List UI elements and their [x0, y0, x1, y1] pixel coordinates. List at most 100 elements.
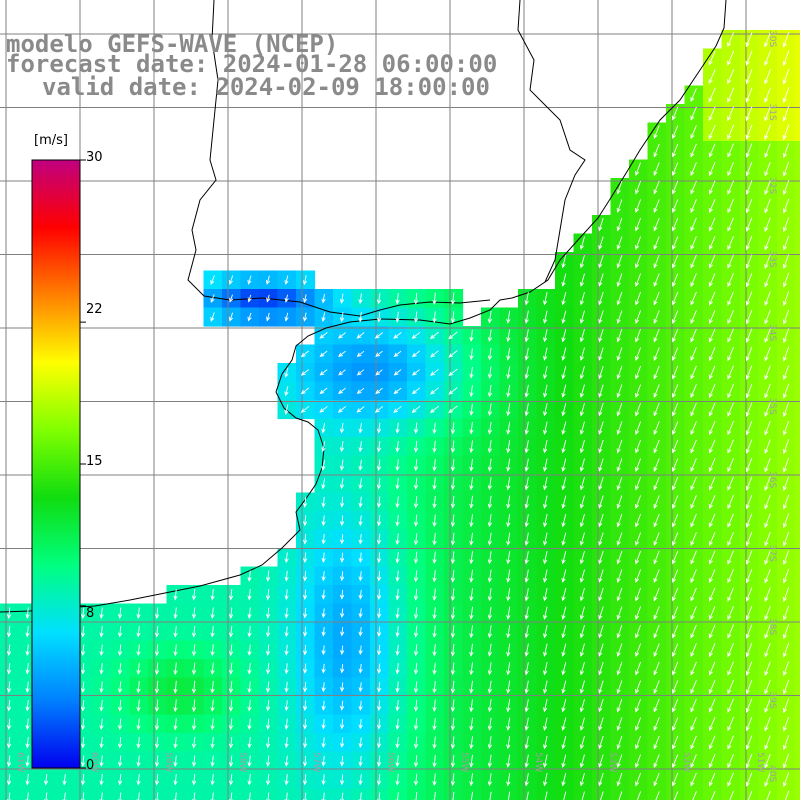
wind-arrow	[561, 365, 567, 380]
wind-arrow	[653, 273, 660, 287]
wind-arrow	[395, 477, 400, 490]
wind-arrow	[543, 680, 548, 694]
wind-arrow	[358, 755, 363, 767]
wind-speed-cell	[740, 788, 760, 800]
wind-arrow	[265, 570, 271, 582]
latitude-labels: 30S 31S 32S 33S 34S 35S 36S 37S 38S 39S 40S	[767, 30, 777, 782]
wind-arrow	[191, 662, 197, 676]
wind-arrow	[321, 571, 326, 582]
wind-arrow	[635, 439, 642, 454]
longitude-label: 54W	[533, 752, 543, 772]
wind-arrow	[358, 700, 363, 711]
wind-arrow	[745, 531, 753, 547]
wind-arrow	[506, 440, 511, 454]
wind-arrow	[745, 679, 753, 695]
wind-arrow	[561, 254, 567, 269]
wind-arrow	[210, 755, 215, 768]
wind-arrow	[136, 625, 141, 638]
wind-speed-cell	[573, 788, 593, 800]
wind-arrow	[617, 791, 623, 800]
wind-arrow	[524, 551, 529, 565]
wind-arrow	[543, 717, 548, 731]
wind-arrow	[99, 662, 104, 675]
wind-arrow	[302, 589, 308, 600]
wind-arrow	[80, 681, 86, 694]
wind-arrow	[321, 496, 326, 508]
wind-arrow	[25, 625, 30, 638]
wind-arrow	[376, 773, 382, 786]
wind-arrow	[708, 365, 716, 380]
wind-arrow	[173, 662, 178, 676]
wind-arrow	[764, 217, 771, 232]
wind-arrow	[228, 699, 234, 712]
wind-arrow	[653, 384, 660, 398]
wind-arrow	[376, 700, 382, 712]
wind-arrow	[616, 347, 623, 361]
wind-arrow	[393, 332, 402, 339]
wind-arrow	[321, 755, 326, 767]
wind-arrow	[191, 792, 197, 800]
wind-arrow	[598, 698, 604, 713]
wind-arrow	[247, 736, 252, 749]
wind-arrow	[321, 663, 326, 674]
wind-arrow	[376, 477, 382, 490]
wind-speed-cell	[795, 566, 800, 586]
wind-arrow	[265, 644, 271, 656]
wind-arrow	[375, 350, 383, 357]
wind-arrow	[413, 533, 419, 546]
wind-arrow	[673, 791, 679, 800]
wind-speed-cell	[703, 788, 723, 800]
wind-arrow	[117, 681, 123, 694]
wind-arrow	[376, 755, 382, 767]
wind-arrow	[358, 571, 363, 582]
wind-arrow	[782, 365, 790, 381]
wind-arrow	[469, 495, 474, 509]
longitude-label: 55W	[459, 752, 469, 772]
wind-arrow	[671, 717, 679, 731]
wind-arrow	[99, 792, 104, 800]
wind-arrow	[376, 515, 382, 527]
wind-speed-cell	[795, 751, 800, 771]
wind-arrow	[671, 698, 679, 713]
wind-arrow	[782, 50, 790, 67]
wind-arrow	[708, 162, 716, 177]
wind-arrow	[210, 275, 215, 286]
wind-arrow	[727, 624, 734, 639]
wind-arrow	[727, 87, 735, 103]
wind-arrow	[395, 663, 400, 675]
wind-arrow	[727, 513, 734, 528]
wind-arrow	[173, 680, 178, 694]
wind-arrow	[543, 606, 548, 620]
wind-arrow	[117, 644, 123, 657]
wind-arrow	[432, 440, 437, 453]
wind-arrow	[690, 439, 697, 454]
wind-arrow	[432, 717, 437, 731]
wind-arrow	[284, 589, 289, 601]
wind-arrow	[376, 459, 382, 472]
wind-arrow	[616, 291, 623, 306]
wind-arrow	[339, 312, 345, 323]
wind-arrow	[543, 773, 548, 787]
wind-arrow	[524, 347, 529, 361]
wind-arrow	[745, 124, 753, 140]
wind-arrow	[432, 662, 437, 675]
wind-arrow	[690, 458, 697, 473]
wind-arrow	[690, 106, 697, 121]
wind-arrow	[302, 718, 308, 730]
wind-arrow	[561, 439, 567, 454]
wind-arrow	[616, 550, 623, 565]
wind-arrow	[469, 569, 474, 583]
wind-arrow	[432, 736, 437, 750]
wind-arrow	[432, 514, 437, 528]
wind-arrow	[616, 495, 623, 509]
wind-arrow	[653, 421, 660, 435]
wind-speed-cell	[795, 233, 800, 253]
wind-arrow	[6, 607, 12, 620]
wind-arrow	[506, 347, 511, 361]
wind-arrow	[635, 273, 642, 287]
wind-arrow	[727, 291, 734, 306]
wind-arrow	[782, 605, 790, 621]
wind-arrow	[395, 570, 400, 582]
wind-arrow	[432, 551, 437, 565]
wind-arrow	[450, 662, 456, 676]
